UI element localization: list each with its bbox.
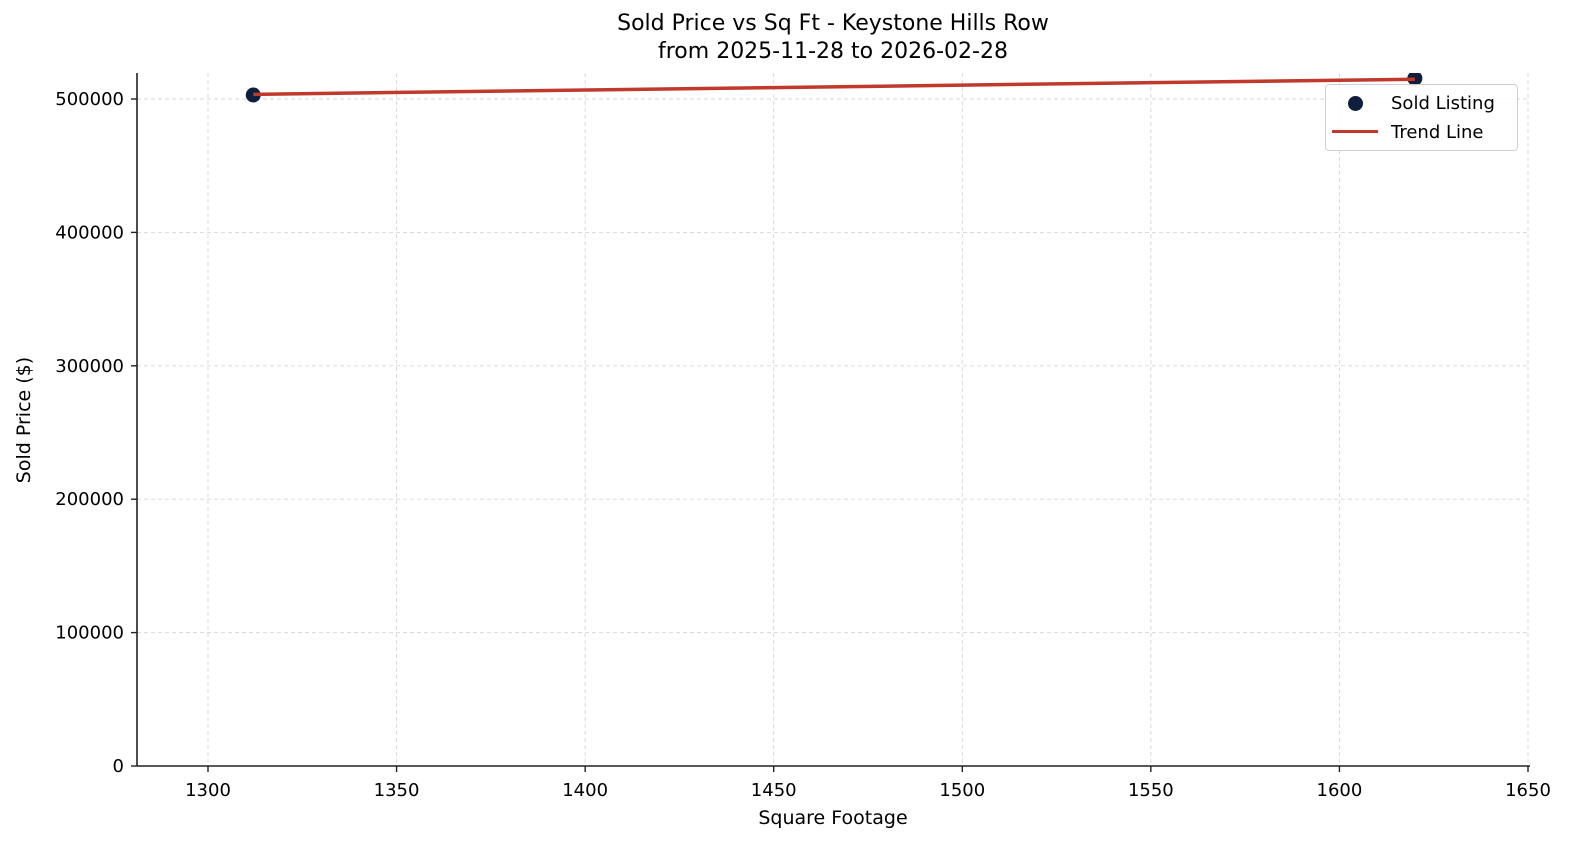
legend-item-sold-listing: Sold Listing xyxy=(1326,89,1517,117)
data-point xyxy=(245,87,261,103)
y-tick-label: 200000 xyxy=(55,489,124,510)
chart-title-line1: Sold Price vs Sq Ft - Keystone Hills Row xyxy=(617,11,1049,36)
y-tick-label: 400000 xyxy=(55,222,124,243)
x-tick-label: 1400 xyxy=(562,780,608,801)
x-tick-label: 1650 xyxy=(1505,780,1551,801)
legend-label: Trend Line xyxy=(1391,121,1484,143)
y-axis-label: Sold Price ($) xyxy=(13,357,35,483)
axes xyxy=(136,73,1530,767)
x-tick-label: 1600 xyxy=(1317,780,1363,801)
legend-item-trend-line: Trend Line xyxy=(1326,118,1517,146)
x-tick-label: 1550 xyxy=(1128,780,1174,801)
x-ticks: 1300 1350 1400 1450 1500 1550 1600 1650 xyxy=(185,766,1551,801)
legend-label: Sold Listing xyxy=(1391,92,1495,114)
data-series xyxy=(245,73,1423,103)
y-tick-label: 500000 xyxy=(55,89,124,110)
x-tick-label: 1450 xyxy=(751,780,797,801)
x-axis-label: Square Footage xyxy=(758,807,907,829)
x-tick-label: 1350 xyxy=(374,780,420,801)
y-tick-label: 0 xyxy=(113,756,124,777)
y-ticks: 0 100000 200000 300000 400000 500000 xyxy=(55,89,137,777)
trend-line xyxy=(253,77,1415,97)
chart-title: Sold Price vs Sq Ft - Keystone Hills Row… xyxy=(0,10,1570,66)
scatter-marker-icon xyxy=(1348,96,1363,111)
y-tick-label: 100000 xyxy=(55,623,124,644)
x-tick-label: 1300 xyxy=(185,780,231,801)
chart-title-line2: from 2025-11-28 to 2026-02-28 xyxy=(658,39,1008,64)
grid-lines xyxy=(137,73,1530,766)
y-tick-label: 300000 xyxy=(55,356,124,377)
legend: Sold Listing Trend Line xyxy=(1325,84,1518,151)
x-tick-label: 1500 xyxy=(939,780,985,801)
line-swatch-icon xyxy=(1332,130,1378,133)
